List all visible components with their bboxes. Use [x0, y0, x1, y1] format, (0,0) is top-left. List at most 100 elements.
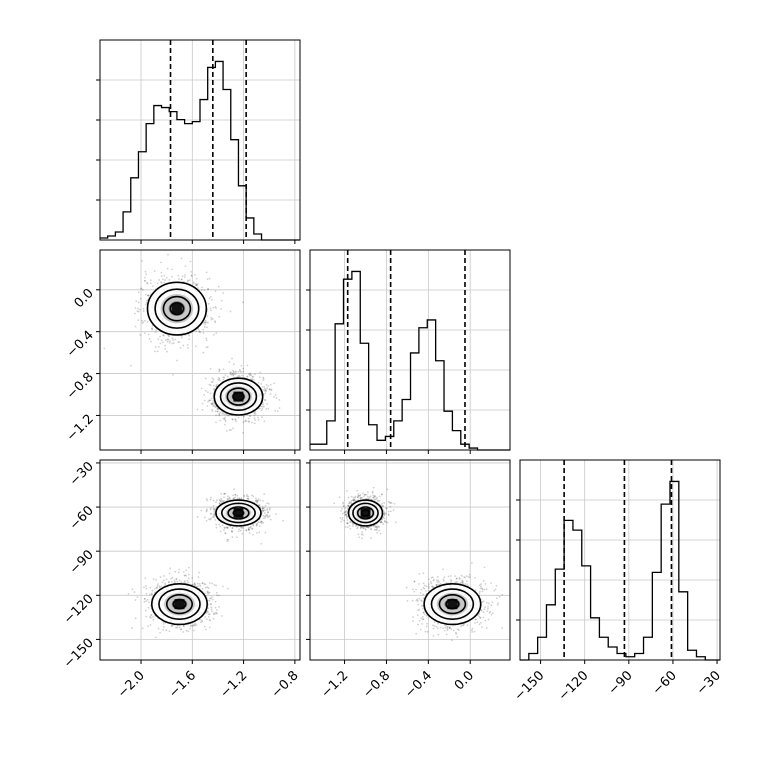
sample-point [166, 267, 169, 270]
sample-point [260, 520, 263, 523]
sample-point [224, 532, 226, 534]
sample-point [270, 389, 272, 391]
sample-point [232, 363, 235, 366]
sample-point [364, 527, 367, 530]
density-contour [352, 502, 379, 524]
sample-point [488, 612, 491, 614]
sample-point [465, 575, 468, 578]
sample-point [474, 589, 477, 592]
sample-point [380, 521, 383, 523]
sample-point [249, 373, 252, 376]
sample-point [188, 279, 191, 282]
sample-point [269, 518, 272, 521]
sample-point [377, 525, 380, 528]
sample-point [211, 408, 213, 411]
density-peak [171, 303, 182, 314]
sample-point [262, 376, 265, 379]
sample-point [168, 581, 170, 584]
sample-point [393, 502, 396, 505]
sample-point [141, 322, 144, 324]
sample-point [207, 302, 210, 305]
sample-point [178, 626, 181, 629]
sample-point [340, 509, 342, 512]
sample-point [205, 519, 208, 522]
sample-point [164, 279, 167, 281]
sample-point [209, 307, 212, 310]
density-peak [233, 391, 244, 402]
sample-point [344, 511, 347, 513]
sample-point [370, 498, 372, 501]
sample-point [159, 631, 162, 634]
sample-point [361, 531, 364, 533]
sample-point [370, 537, 372, 539]
sample-point [210, 298, 213, 301]
sample-point [141, 627, 144, 630]
sample-point [231, 531, 234, 533]
sample-point [203, 289, 206, 292]
sample-point [357, 495, 360, 497]
sample-point [210, 517, 212, 520]
sample-point [262, 379, 265, 382]
sample-point [200, 387, 203, 390]
sample-point [213, 320, 216, 322]
density-contour [347, 499, 384, 527]
sample-point [436, 581, 439, 583]
sample-point [209, 507, 212, 510]
sample-point [178, 278, 180, 280]
sample-point [371, 490, 374, 493]
sample-point [199, 618, 201, 621]
sample-point [191, 583, 194, 586]
sample-point [211, 317, 214, 320]
sample-point [212, 403, 214, 406]
sample-point [149, 624, 152, 626]
sample-point [182, 625, 185, 628]
sample-point [209, 367, 212, 370]
sample-point [144, 276, 146, 279]
sample-point [263, 398, 266, 401]
sample-point [442, 627, 445, 630]
sample-point [251, 378, 253, 380]
sample-point [389, 510, 392, 513]
sample-point [214, 321, 217, 324]
x-tick-label: −30 [694, 668, 724, 698]
sample-point [262, 500, 265, 502]
sample-point [193, 584, 196, 587]
sample-point [218, 502, 221, 505]
sample-point [213, 388, 216, 391]
sample-point [147, 333, 150, 336]
sample-point [169, 340, 172, 343]
sample-point [172, 373, 174, 376]
sample-point [264, 515, 266, 518]
sample-point [186, 344, 189, 346]
sample-point [367, 526, 370, 529]
sample-point [253, 417, 256, 420]
sample-point [207, 611, 209, 614]
sample-point [245, 529, 248, 532]
sample-point [224, 527, 226, 530]
sample-point [261, 510, 264, 513]
sample-point [218, 370, 221, 373]
sample-point [251, 528, 253, 530]
sample-point [134, 599, 137, 601]
sample-point [155, 578, 157, 581]
sample-point [240, 527, 243, 529]
sample-point [204, 321, 206, 323]
sample-point [366, 495, 369, 498]
sample-point [341, 512, 344, 515]
sample-point [134, 325, 137, 328]
sample-point [147, 294, 150, 297]
sample-point [217, 378, 220, 381]
sample-point [164, 348, 167, 350]
sample-point [217, 408, 220, 411]
sample-point [257, 521, 260, 524]
sample-point [223, 493, 226, 495]
sample-point [255, 500, 258, 503]
sample-point [156, 282, 159, 285]
sample-point [210, 403, 213, 405]
sample-point [211, 598, 214, 601]
sample-point [211, 380, 214, 383]
sample-point [203, 625, 206, 628]
sample-point [358, 494, 361, 497]
scatter-panel-p0-p1: −1.2−0.8−0.40.0 [64, 249, 301, 454]
sample-point [360, 497, 362, 499]
